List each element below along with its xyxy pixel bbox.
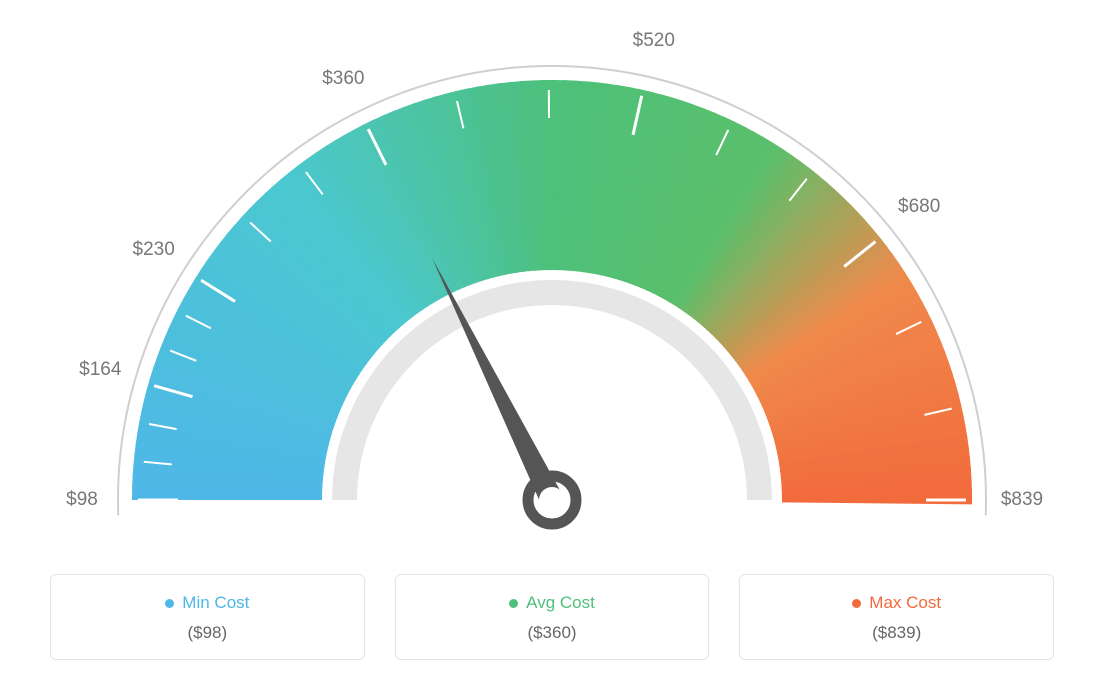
legend-label-max: Max Cost (869, 593, 941, 613)
legend-value-min: ($98) (61, 623, 354, 643)
gauge-svg (0, 0, 1104, 560)
gauge-tick-label: $520 (633, 30, 675, 52)
legend-row: Min Cost ($98) Avg Cost ($360) Max Cost … (50, 574, 1054, 660)
gauge-tick-label: $230 (133, 239, 175, 261)
legend-label-avg: Avg Cost (526, 593, 595, 613)
legend-value-max: ($839) (750, 623, 1043, 643)
legend-value-avg: ($360) (406, 623, 699, 643)
gauge-tick-label: $839 (1001, 489, 1043, 511)
legend-dot-avg (509, 599, 518, 608)
gauge-tick-label: $360 (322, 68, 364, 90)
legend-title-avg: Avg Cost (509, 593, 595, 613)
gauge-chart: $98 $164 $230 $360 $520 $680 $839 (0, 0, 1104, 560)
legend-dot-max (852, 599, 861, 608)
legend-label-min: Min Cost (182, 593, 249, 613)
legend-card-avg: Avg Cost ($360) (395, 574, 710, 660)
legend-title-min: Min Cost (165, 593, 249, 613)
legend-card-max: Max Cost ($839) (739, 574, 1054, 660)
legend-dot-min (165, 599, 174, 608)
gauge-tick-label: $680 (898, 196, 940, 218)
legend-card-min: Min Cost ($98) (50, 574, 365, 660)
gauge-tick-label: $164 (79, 359, 121, 381)
gauge-needle-hub-inner (539, 487, 565, 513)
legend-title-max: Max Cost (852, 593, 941, 613)
gauge-tick-label: $98 (66, 489, 98, 511)
